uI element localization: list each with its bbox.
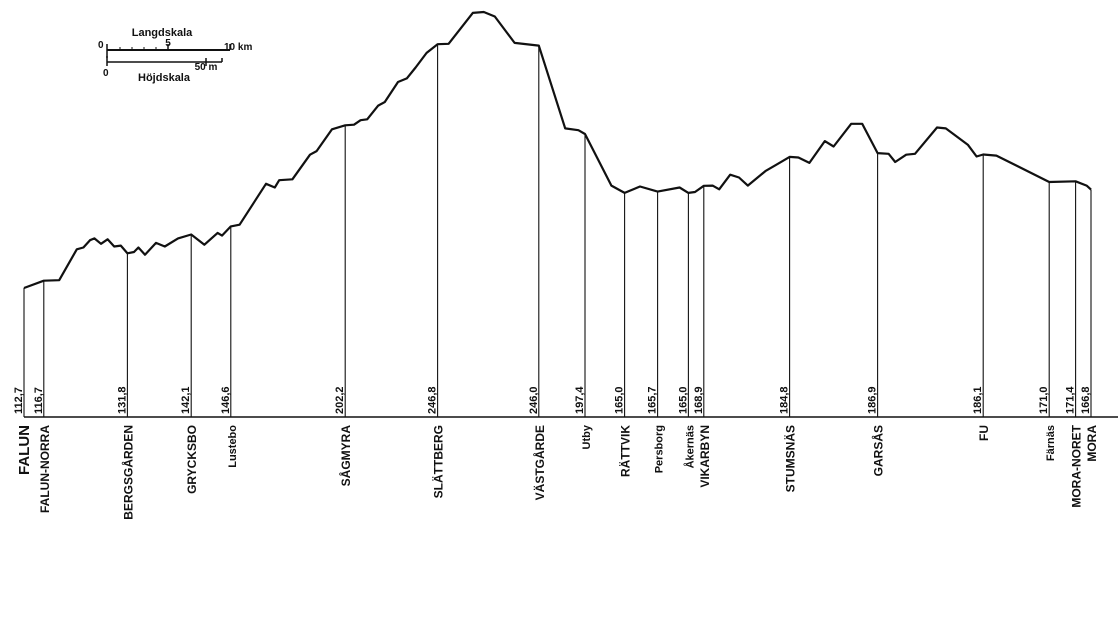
station-elevation-label: 246,8 [427, 386, 439, 414]
station-elevation-label: 171,4 [1065, 386, 1077, 414]
station-elevation-label: 186,9 [867, 386, 879, 414]
station-elevation-label: 197,4 [574, 386, 586, 414]
station-elevation-label: 165,0 [677, 386, 689, 414]
station-elevation-label: 246,0 [528, 386, 540, 414]
station-elevation-label: 202,2 [334, 386, 346, 414]
station-name: FU [977, 425, 991, 441]
station-elevation-label: 165,0 [614, 386, 626, 414]
station-elevation-label: 146,6 [220, 386, 232, 414]
station-name: RÄTTVIK [618, 425, 633, 477]
length-tick-label-0: 0 [98, 40, 104, 51]
station-name: SÅGMYRA [338, 425, 353, 487]
station-elevation-label: 186,1 [972, 386, 984, 414]
station-elevation-label: 116,7 [33, 387, 45, 414]
station-elevation-label: 131,8 [116, 386, 128, 414]
station-name: Utby [581, 424, 593, 449]
station-name: FALUN [16, 425, 33, 475]
station-name: VÄSTGÅRDE [532, 425, 547, 500]
station-elevation-label: 165,7 [647, 386, 659, 414]
station-name: Färnäs [1045, 425, 1057, 461]
height-scale-label: Höjdskala [138, 72, 191, 84]
elevation-profile-line [23, 10, 1092, 290]
station-elevation-label: 142,1 [180, 386, 192, 414]
station-elevation-label: 112,7 [13, 387, 25, 414]
height-tick-label-50: 50 m [195, 62, 218, 73]
station-name: FALUN-NORRA [38, 425, 52, 513]
station-name: STUMSNÄS [783, 425, 798, 492]
length-scale-label: Langdskala [132, 27, 193, 39]
station-name: Lustebo [227, 425, 239, 468]
station-name: GARSÅS [871, 425, 886, 476]
scale-legend: Langdskala 0 5 10 km 0 50 m Höjdskala [98, 27, 252, 84]
station-name: BERGSGÅRDEN [120, 425, 135, 520]
station-name: Åkernäs [683, 425, 696, 468]
station-elevation-label: 168,9 [693, 386, 705, 414]
station-name: GRYCKSBO [185, 425, 199, 494]
station-name: SLÄTTBERG [431, 425, 446, 498]
station-name: VIKARBYN [698, 425, 712, 488]
height-tick-label-0: 0 [103, 68, 109, 79]
length-tick-label-5: 5 [165, 38, 171, 49]
station-elevation-label: 171,0 [1038, 386, 1050, 414]
length-tick-label-10: 10 km [224, 42, 252, 53]
station-name: MORA [1085, 425, 1099, 462]
station-name: MORA-NORET [1070, 424, 1084, 507]
station-name: Persborg [654, 425, 666, 473]
station-elevation-label: 184,8 [779, 386, 791, 414]
station-elevation-label: 166,8 [1080, 386, 1092, 414]
